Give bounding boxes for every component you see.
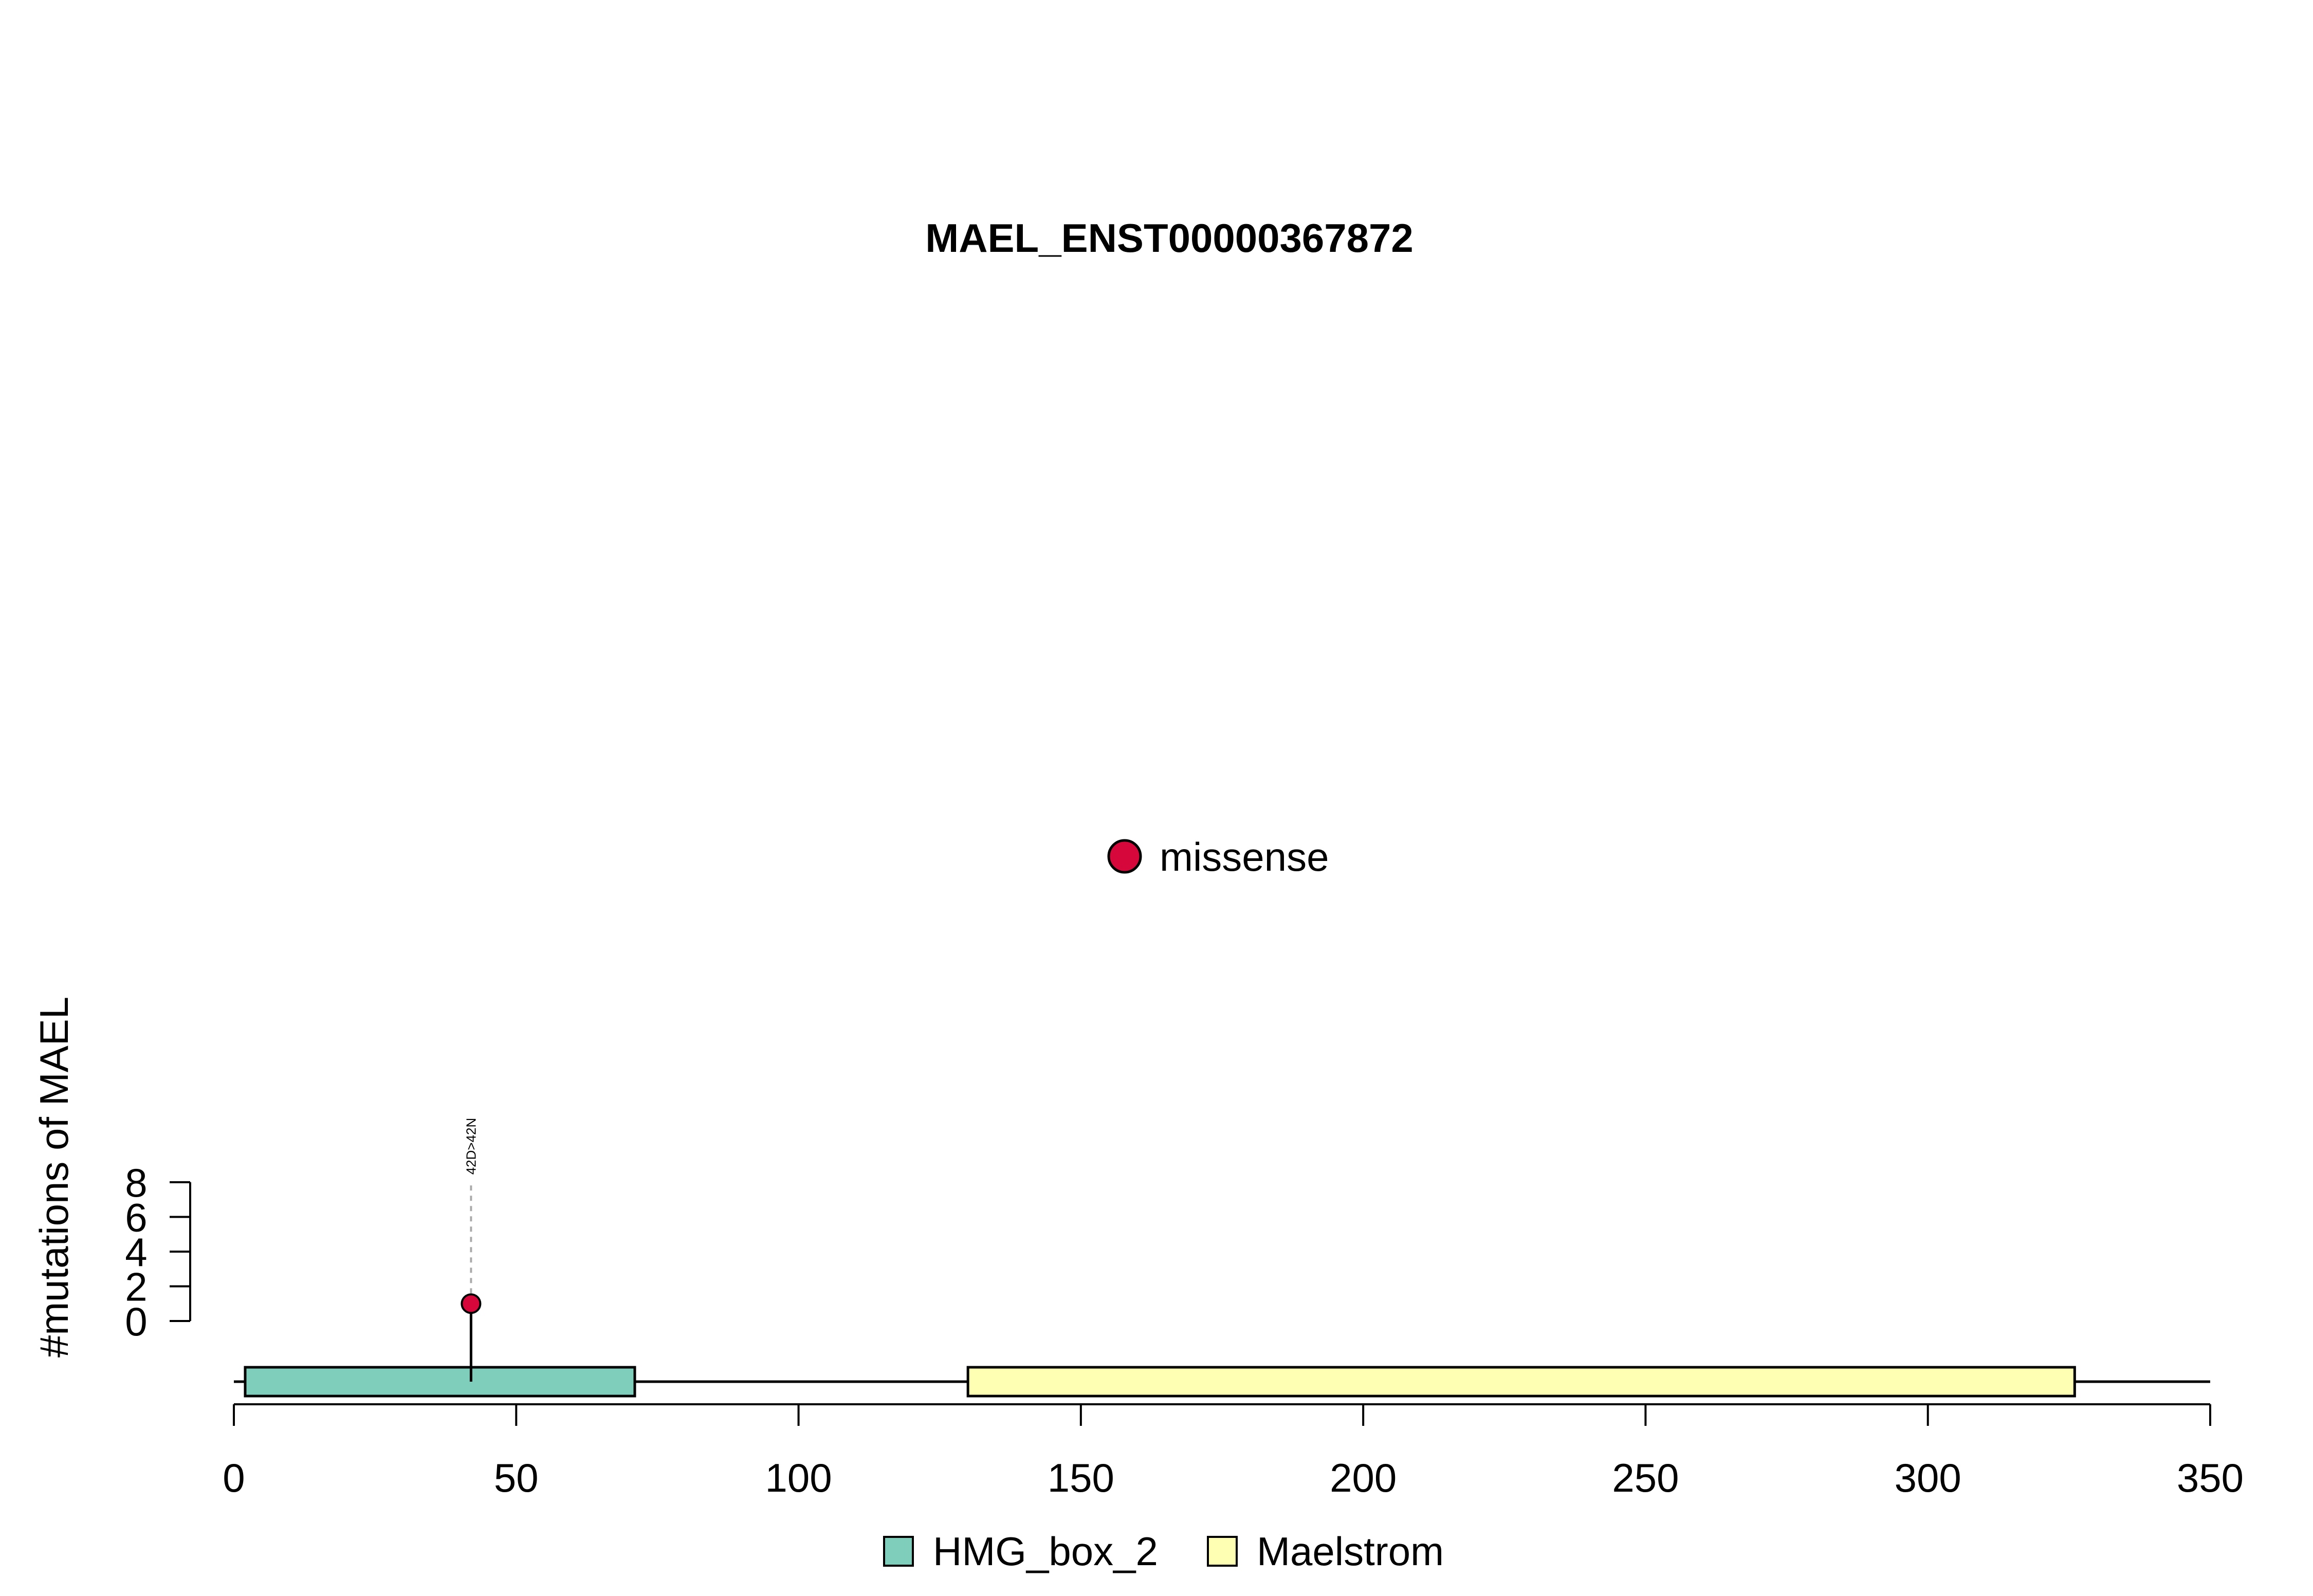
x-tick-label-150: 150 <box>1048 1455 1114 1500</box>
mutation-lollipops: 42D>42N <box>461 1118 482 1382</box>
legend-label-Maelstrom: Maelstrom <box>1257 1529 1444 1574</box>
y-tick-label-6: 6 <box>125 1195 147 1240</box>
y-tick-label-0: 0 <box>125 1299 147 1344</box>
legend-marker-missense <box>1107 839 1142 874</box>
legend-label-missense: missense <box>1160 834 1329 879</box>
y-tick-label-8: 8 <box>125 1160 147 1205</box>
x-tick-label-350: 350 <box>2177 1455 2244 1500</box>
y-axis-label: #mutations of MAEL <box>31 997 77 1357</box>
x-tick-label-0: 0 <box>223 1455 245 1500</box>
domain-HMG_box_2 <box>244 1366 636 1398</box>
protein-domains <box>244 1366 2076 1398</box>
x-tick-label-250: 250 <box>1612 1455 1679 1500</box>
x-axis: 0 50 100 150 200 250 300 350 <box>223 1403 2244 1500</box>
x-tick-label-50: 50 <box>494 1455 539 1500</box>
legend-swatch-HMG_box_2 <box>883 1536 914 1567</box>
domain-legend: HMG_box_2 Maelstrom <box>883 1529 1444 1574</box>
y-tick-label-2: 2 <box>125 1264 147 1310</box>
x-tick-label-200: 200 <box>1330 1455 1397 1500</box>
mutation-type-legend: missense <box>1107 834 1329 879</box>
chart-title: MAEL_ENST00000367872 <box>925 215 1414 261</box>
y-tick-label-4: 4 <box>125 1230 147 1275</box>
legend-label-HMG_box_2: HMG_box_2 <box>933 1529 1158 1574</box>
lollipop-head-42D>42N <box>461 1293 482 1314</box>
legend-swatch-Maelstrom <box>1207 1536 1238 1567</box>
x-tick-label-300: 300 <box>1895 1455 1961 1500</box>
x-tick-label-100: 100 <box>765 1455 832 1500</box>
mutation-label-42D>42N: 42D>42N <box>463 1118 479 1175</box>
domain-Maelstrom <box>966 1366 2076 1398</box>
